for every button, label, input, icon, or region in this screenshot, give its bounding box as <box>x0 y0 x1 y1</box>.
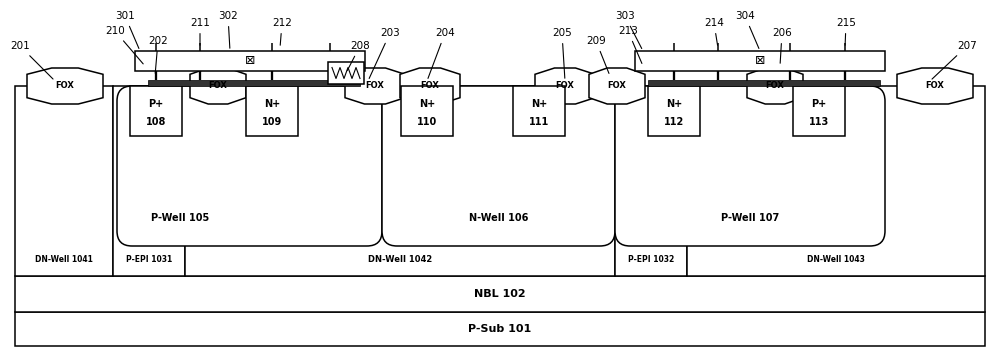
Bar <box>615 86 687 276</box>
Bar <box>130 86 182 136</box>
Text: 108: 108 <box>146 117 166 127</box>
Bar <box>687 86 985 276</box>
Text: 109: 109 <box>262 117 282 127</box>
Bar <box>135 51 365 71</box>
Text: 214: 214 <box>704 18 724 45</box>
Bar <box>648 86 700 136</box>
Text: DN-Well 1041: DN-Well 1041 <box>35 256 93 265</box>
Text: 212: 212 <box>272 18 292 45</box>
Bar <box>648 80 880 86</box>
Text: 304: 304 <box>735 11 759 48</box>
Text: FOX: FOX <box>421 82 439 90</box>
Bar <box>328 62 364 84</box>
Text: 208: 208 <box>347 41 370 70</box>
Text: FOX: FOX <box>556 82 574 90</box>
Text: 202: 202 <box>148 36 168 73</box>
Polygon shape <box>747 68 803 104</box>
Bar <box>246 86 298 136</box>
Polygon shape <box>345 68 405 104</box>
Bar <box>793 86 845 136</box>
Text: ⊠: ⊠ <box>245 54 255 68</box>
Text: FOX: FOX <box>766 82 784 90</box>
Text: ⊠: ⊠ <box>755 54 765 68</box>
Polygon shape <box>400 68 460 104</box>
Text: FOX: FOX <box>608 82 626 90</box>
Text: 302: 302 <box>218 11 238 48</box>
Text: 113: 113 <box>809 117 829 127</box>
Text: DN-Well 1043: DN-Well 1043 <box>807 256 865 265</box>
Bar <box>148 80 360 86</box>
Text: 210: 210 <box>105 26 143 64</box>
Bar <box>401 86 453 136</box>
Text: 111: 111 <box>529 117 549 127</box>
FancyBboxPatch shape <box>117 86 382 246</box>
Text: 215: 215 <box>836 18 856 45</box>
Polygon shape <box>589 68 645 104</box>
Text: FOX: FOX <box>209 82 227 90</box>
FancyBboxPatch shape <box>615 86 885 246</box>
Text: P-Sub 101: P-Sub 101 <box>468 324 532 334</box>
Text: DN-Well 1042: DN-Well 1042 <box>368 256 432 265</box>
Bar <box>513 86 565 136</box>
FancyBboxPatch shape <box>382 86 615 246</box>
Text: 206: 206 <box>772 28 792 63</box>
Text: 204: 204 <box>428 28 455 78</box>
Text: 303: 303 <box>615 11 642 48</box>
Polygon shape <box>190 68 246 104</box>
Text: 301: 301 <box>115 11 139 48</box>
Text: N+: N+ <box>419 99 435 109</box>
Text: 209: 209 <box>586 36 609 73</box>
Text: 201: 201 <box>10 41 53 79</box>
Text: 211: 211 <box>190 18 210 45</box>
Text: P-Well 107: P-Well 107 <box>721 213 779 223</box>
Text: N+: N+ <box>264 99 280 109</box>
Text: 203: 203 <box>369 28 400 78</box>
Text: NBL 102: NBL 102 <box>474 289 526 299</box>
Bar <box>185 86 615 276</box>
Bar <box>635 51 885 71</box>
Text: FOX: FOX <box>366 82 384 90</box>
Text: P+: P+ <box>811 99 827 109</box>
Text: 205: 205 <box>552 28 572 78</box>
Text: 207: 207 <box>932 41 977 79</box>
Polygon shape <box>897 68 973 104</box>
Text: P-EPI 1031: P-EPI 1031 <box>126 256 172 265</box>
Polygon shape <box>27 68 103 104</box>
Text: FOX: FOX <box>56 82 74 90</box>
Text: FOX: FOX <box>926 82 944 90</box>
Text: 213: 213 <box>618 26 642 63</box>
Text: P-Well 105: P-Well 105 <box>151 213 209 223</box>
Text: P+: P+ <box>148 99 164 109</box>
Bar <box>15 276 985 312</box>
Bar <box>15 312 985 346</box>
Text: N+: N+ <box>531 99 547 109</box>
Text: N-Well 106: N-Well 106 <box>469 213 529 223</box>
Text: 110: 110 <box>417 117 437 127</box>
Bar <box>15 86 113 276</box>
Text: P-EPI 1032: P-EPI 1032 <box>628 256 674 265</box>
Bar <box>113 86 185 276</box>
Text: 112: 112 <box>664 117 684 127</box>
Polygon shape <box>535 68 595 104</box>
Text: N+: N+ <box>666 99 682 109</box>
